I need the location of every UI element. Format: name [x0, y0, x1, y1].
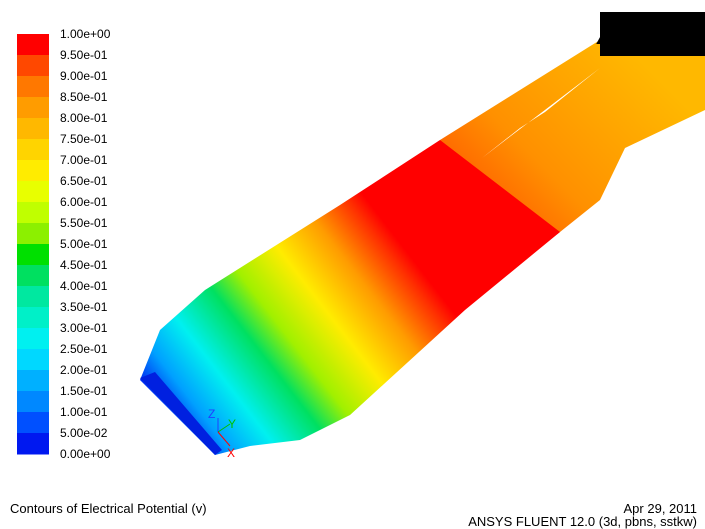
colorbar-label: 9.00e-01 [60, 69, 108, 83]
triad-x: X [227, 446, 235, 460]
colorbar-swatch [17, 286, 49, 308]
colorbar-label: 3.50e-01 [60, 300, 108, 314]
colorbar: 1.00e+00 9.50e-01 9.00e-01 8.50e-01 8.00e-01… [17, 27, 111, 461]
colorbar-swatch [17, 181, 49, 203]
colorbar-swatch [17, 160, 49, 182]
colorbar-swatch [17, 307, 49, 329]
colorbar-label: 4.00e-01 [60, 279, 108, 293]
colorbar-swatch [17, 244, 49, 266]
solver-info: ANSYS FLUENT 12.0 (3d, pbns, sstkw) [468, 514, 697, 529]
colorbar-label: 6.50e-01 [60, 174, 108, 188]
colorbar-label: 1.00e-01 [60, 405, 108, 419]
triad-z: Z [208, 407, 215, 421]
colorbar-label: 5.00e-02 [60, 426, 108, 440]
colorbar-swatch [17, 328, 49, 350]
colorbar-swatch [17, 76, 49, 98]
colorbar-swatch [17, 34, 49, 56]
colorbar-label: 2.50e-01 [60, 342, 108, 356]
colorbar-swatch [17, 139, 49, 161]
colorbar-swatch [17, 55, 49, 77]
colorbar-label: 0.00e+00 [60, 447, 111, 461]
triad-y: Y [228, 417, 236, 431]
plot-title: Contours of Electrical Potential (v) [10, 501, 207, 516]
colorbar-label: 1.50e-01 [60, 384, 108, 398]
contour-geometry [140, 40, 705, 455]
colorbar-label: 4.50e-01 [60, 258, 108, 272]
colorbar-swatch [17, 349, 49, 371]
colorbar-label: 7.00e-01 [60, 153, 108, 167]
colorbar-label: 8.50e-01 [60, 90, 108, 104]
colorbar-swatch [17, 391, 49, 413]
colorbar-label: 8.00e-01 [60, 111, 108, 125]
colorbar-label: 2.00e-01 [60, 363, 108, 377]
colorbar-label: 9.50e-01 [60, 48, 108, 62]
colorbar-swatch [17, 412, 49, 434]
colorbar-swatch [17, 433, 49, 455]
colorbar-swatch [17, 202, 49, 224]
logo: ANSYS [596, 15, 705, 51]
colorbar-label: 3.00e-01 [60, 321, 108, 335]
colorbar-label: 5.00e-01 [60, 237, 108, 251]
colorbar-label: 6.00e-01 [60, 195, 108, 209]
colorbar-swatch [17, 223, 49, 245]
colorbar-swatch [17, 97, 49, 119]
colorbar-label: 7.50e-01 [60, 132, 108, 146]
colorbar-swatch [17, 118, 49, 140]
colorbar-swatch [17, 370, 49, 392]
colorbar-label: 5.50e-01 [60, 216, 108, 230]
colorbar-label: 1.00e+00 [60, 27, 111, 41]
colorbar-swatch [17, 265, 49, 287]
screenshot: 1.00e+00 9.50e-01 9.00e-01 8.50e-01 8.00e-01… [0, 0, 705, 529]
